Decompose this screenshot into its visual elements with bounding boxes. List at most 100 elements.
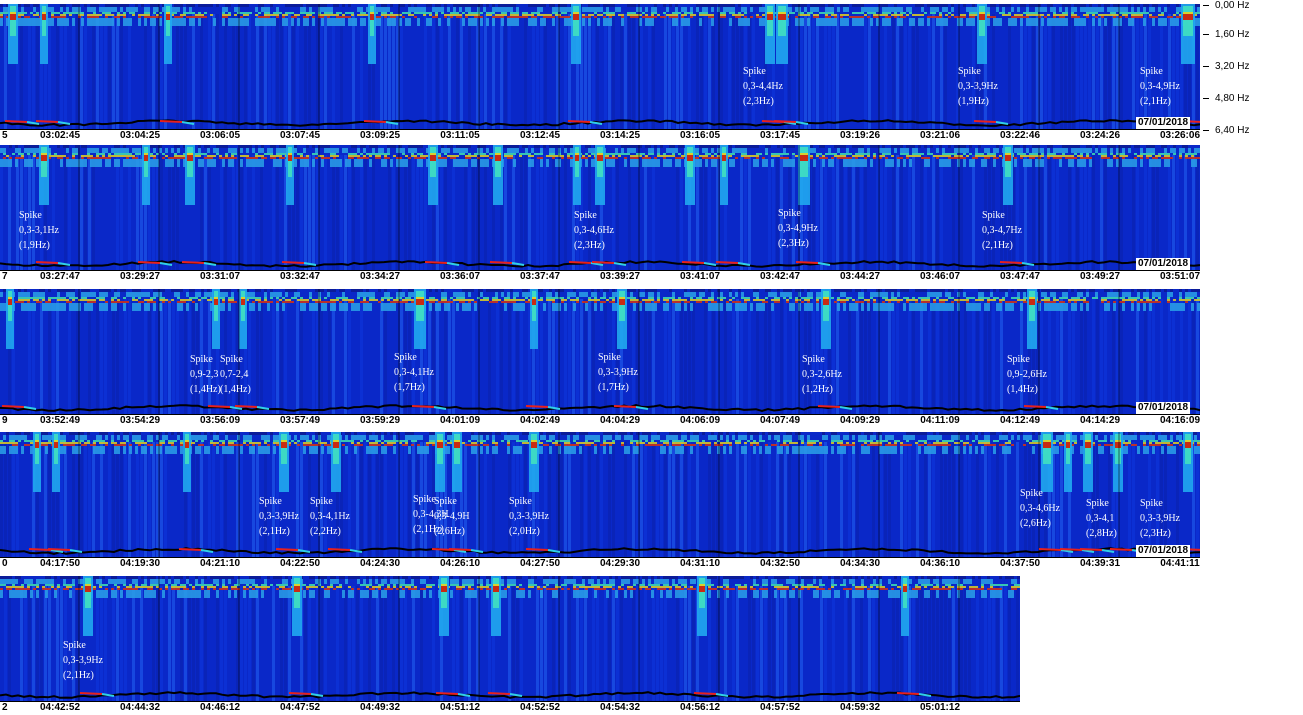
spike-annotation: Spike 0,3-3,9Hz (2,1Hz)	[259, 494, 299, 539]
time-tick: 9	[2, 415, 8, 426]
spike-column	[573, 145, 581, 205]
spike-annotation: Spike 0,3-4,4Hz (2,3Hz)	[743, 64, 783, 109]
trace-accent-segment	[715, 693, 729, 697]
time-tick: 03:57:49	[279, 415, 321, 426]
annotation-range: 0,3-3,9Hz	[63, 655, 103, 666]
spike-column	[212, 289, 220, 349]
spike-column	[617, 289, 627, 349]
annotation-range: 0,3-4,1	[1086, 513, 1115, 524]
spike-trace-segment	[327, 548, 351, 551]
spike-trace-segment	[281, 261, 305, 264]
time-tick: 03:16:05	[679, 130, 721, 141]
spike-column	[765, 4, 775, 64]
spike-annotation: Spike 0,3-4,9H (2,6Hz)	[434, 494, 470, 539]
spike-column	[1064, 432, 1072, 492]
time-tick: 04:56:12	[679, 702, 721, 713]
trace-accent-segment	[69, 549, 83, 553]
time-tick: 04:17:50	[39, 558, 81, 569]
time-tick: 04:52:52	[519, 702, 561, 713]
spike-column	[185, 145, 195, 205]
spike-annotation: Spike 0,3-3,9Hz (1,9Hz)	[958, 64, 998, 109]
spike-annotation: Spike 0,3-3,9Hz (2,1Hz)	[63, 638, 103, 683]
time-tick: 04:44:32	[119, 702, 161, 713]
spike-trace-segment	[234, 405, 258, 408]
trace-accent-segment	[589, 121, 603, 125]
annotation-peak: (1,7Hz)	[598, 382, 629, 393]
spike-trace-segment	[288, 692, 312, 695]
time-tick: 03:36:07	[439, 271, 481, 282]
spike-column	[8, 4, 18, 64]
time-tick: 04:21:10	[199, 558, 241, 569]
spike-column	[685, 145, 695, 205]
spike-column	[491, 576, 501, 636]
time-tick: 04:32:50	[759, 558, 801, 569]
spike-trace-segment	[275, 548, 299, 551]
time-tick: 03:11:05	[440, 130, 480, 141]
time-tick: 04:36:10	[919, 558, 961, 569]
level-trace	[0, 404, 1200, 412]
trace-accent-segment	[57, 121, 71, 125]
time-tick: 04:47:52	[279, 702, 321, 713]
spike-column	[1113, 432, 1123, 492]
spike-column	[452, 432, 462, 492]
spike-column	[798, 145, 810, 205]
time-tick: 03:27:47	[39, 271, 81, 282]
time-axis: 0 04:17:50 04:19:30 04:21:10 04:22:50 04:24:3…	[0, 557, 1200, 570]
spike-column	[39, 145, 49, 205]
spike-column	[1003, 145, 1013, 205]
trace-accent-segment	[509, 693, 523, 697]
freq-tick: 6,40 Hz	[1203, 125, 1249, 136]
trace-accent-segment	[57, 262, 71, 266]
annotation-range: 0,9-2,3	[190, 369, 219, 380]
spike-trace-segment	[489, 261, 513, 264]
time-tick: 04:02:49	[519, 415, 561, 426]
spike-column	[142, 145, 150, 205]
spike-column	[435, 432, 445, 492]
trace-accent-segment	[433, 406, 447, 410]
annotation-peak: (2,8Hz)	[1086, 528, 1117, 539]
spike-column	[529, 432, 539, 492]
trace-accent-segment	[1101, 549, 1115, 553]
spike-trace-segment	[47, 548, 71, 551]
spectrogram-row: 9 03:52:49 03:54:29 03:56:09 03:57:49 03:59:2…	[0, 289, 1200, 427]
time-tick: 03:51:07	[1159, 271, 1200, 282]
spike-trace-segment	[613, 405, 637, 408]
spike-trace-segment	[1, 405, 25, 408]
trace-accent-segment	[470, 549, 484, 553]
annotation-peak: (2,1Hz)	[63, 670, 94, 681]
spike-column	[1083, 432, 1093, 492]
spike-column	[493, 145, 503, 205]
spectrogram-row: 2 04:42:52 04:44:32 04:46:12 04:47:52 04:49:3…	[0, 576, 1020, 714]
spike-trace-segment	[817, 405, 841, 408]
spike-annotation: Spike 0,3-3,1Hz (1,9Hz)	[19, 208, 59, 253]
annotation-range: 0,3-4,6Hz	[1020, 503, 1060, 514]
time-axis: 7 03:27:47 03:29:27 03:31:07 03:32:47 03:34:2…	[0, 270, 1200, 283]
spike-trace-segment	[1023, 405, 1047, 408]
annotation-range: 0,3-4,7Hz	[982, 225, 1022, 236]
spike-column	[571, 4, 581, 64]
spike-annotation: Spike 0,3-4,3H (2,1Hz)	[413, 492, 449, 537]
spike-trace-segment	[525, 548, 549, 551]
time-tick: 03:19:26	[839, 130, 881, 141]
time-tick: 03:47:47	[999, 271, 1041, 282]
annotation-range: 0,3-4,1Hz	[394, 367, 434, 378]
annotation-title: Spike	[574, 210, 597, 221]
spike-trace-segment	[1038, 548, 1062, 551]
annotation-range: 0,3-4,6Hz	[574, 225, 614, 236]
spike-annotation: Spike 0,7-2,4 (1,4Hz)	[220, 352, 251, 397]
trace-accent-segment	[23, 406, 37, 410]
annotation-range: 0,3-3,9Hz	[598, 367, 638, 378]
annotation-peak: (1,4Hz)	[1007, 384, 1038, 395]
time-tick: 04:14:29	[1079, 415, 1121, 426]
spike-column	[697, 576, 707, 636]
annotation-peak: (1,9Hz)	[958, 96, 989, 107]
time-axis: 9 03:52:49 03:54:29 03:56:09 03:57:49 03:59:2…	[0, 414, 1200, 427]
spike-trace-segment	[795, 261, 819, 264]
spike-trace-segment	[896, 692, 920, 695]
trace-accent-segment	[385, 121, 399, 125]
time-tick: 03:34:27	[359, 271, 401, 282]
spike-trace-segment	[424, 261, 448, 264]
trace-accent-segment	[297, 549, 311, 553]
trace-accent-segment	[995, 121, 1009, 125]
time-tick: 03:12:45	[519, 130, 561, 141]
